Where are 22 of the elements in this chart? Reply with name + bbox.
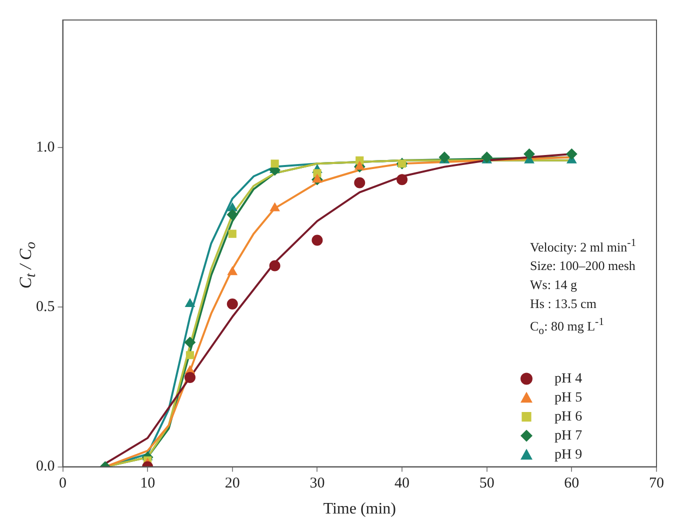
annotation: C$_{o}$: 80 mg L$^{-1}$	[530, 315, 606, 340]
x-tick-label: 40	[394, 476, 410, 492]
annotation: Hs : 13.5 cm	[530, 295, 598, 314]
legend-label: pH 6	[554, 409, 582, 424]
x-tick-label: 70	[649, 476, 664, 492]
x-tick-label: 30	[310, 476, 325, 492]
legend-label: pH 7	[554, 428, 582, 444]
x-tick-label: 0	[59, 476, 66, 492]
annotation: Size: 100–200 mesh	[530, 257, 636, 276]
y-tick-label: 0.0	[36, 458, 55, 475]
x-axis-title: Time (min)	[323, 500, 396, 518]
annotation: Ws: 14 g	[530, 276, 578, 294]
x-tick-label: 60	[564, 476, 580, 492]
x-tick-label: 20	[224, 476, 240, 492]
legend-label: pH 9	[554, 447, 582, 462]
legend-label: pH 4	[554, 371, 582, 386]
y-tick-label: 0.5	[36, 299, 55, 316]
x-tick-label: 50	[479, 476, 494, 492]
annotation: Velocity: 2 ml min$^{-1}$	[530, 236, 636, 256]
y-tick-label: 1.0	[36, 140, 55, 156]
legend-label: pH 5	[554, 390, 582, 406]
x-tick-label: 10	[140, 476, 156, 492]
